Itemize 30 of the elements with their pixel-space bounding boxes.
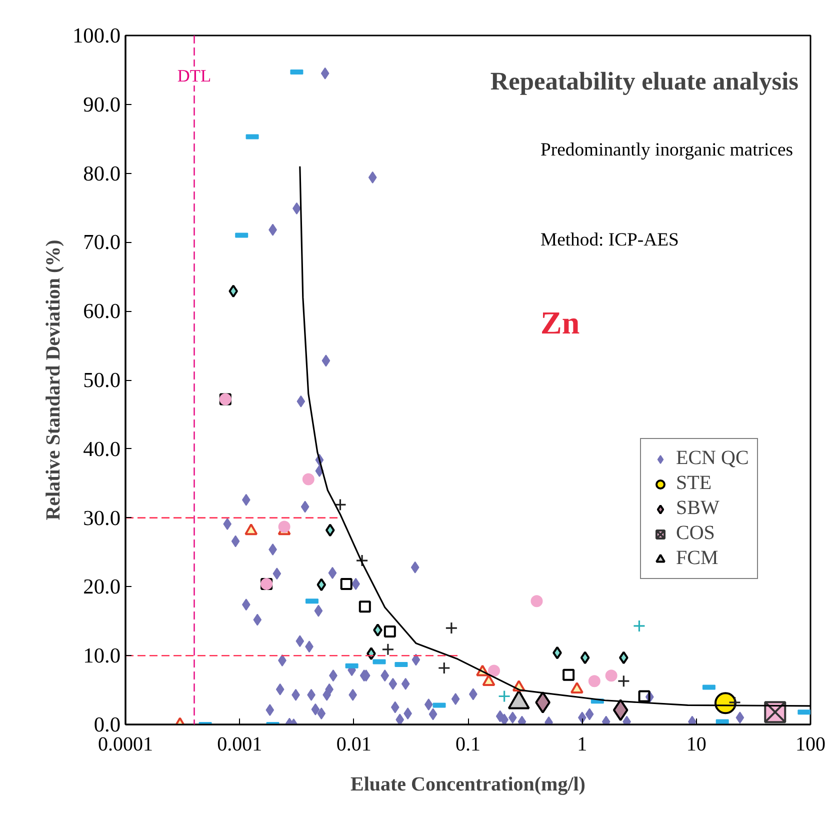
y-tick-label: 50.0 xyxy=(83,368,121,392)
y-tick-label: 90.0 xyxy=(83,92,121,116)
y-tick-label: 70.0 xyxy=(83,230,121,254)
y-tick-label: 80.0 xyxy=(83,161,121,186)
y-tick-label: 0.0 xyxy=(94,712,121,736)
x-tick-label: 1 xyxy=(577,734,588,756)
x-tick-label: 0.1 xyxy=(456,734,480,756)
y-tick-label: 20.0 xyxy=(83,574,121,599)
annotation: Zn xyxy=(540,304,580,340)
annotation: Predominantly inorganic matrices xyxy=(540,140,793,160)
legend-label: ECN QC xyxy=(676,447,749,470)
legend-label: FCM xyxy=(676,547,718,570)
x-tick-label: 10 xyxy=(686,734,706,756)
y-tick-label: 60.0 xyxy=(83,299,121,324)
x-tick-label: 0.01 xyxy=(336,734,372,756)
annotation: Method: ICP-AES xyxy=(540,230,679,250)
ref-line-label: DTL xyxy=(177,66,212,86)
x-tick-label: 100 xyxy=(796,734,826,756)
y-tick-label: 100.0 xyxy=(72,24,121,48)
text: Repeatability eluate analysis xyxy=(490,68,799,96)
y-tick-label: 40.0 xyxy=(83,436,121,461)
y-tick-label: 10.0 xyxy=(83,644,121,668)
x-tick-label: 0.001 xyxy=(217,734,262,756)
x-tick-label: 0.0001 xyxy=(98,734,153,756)
legend-label: STE xyxy=(676,472,712,495)
y-tick-label: 30.0 xyxy=(83,506,121,530)
x-axis-title: Eluate Concentration(mg/l) xyxy=(350,774,586,796)
legend-label: SBW xyxy=(676,497,720,520)
y-axis-title: Relative Standard Deviation (%) xyxy=(42,240,65,520)
legend-label: COS xyxy=(676,522,715,545)
